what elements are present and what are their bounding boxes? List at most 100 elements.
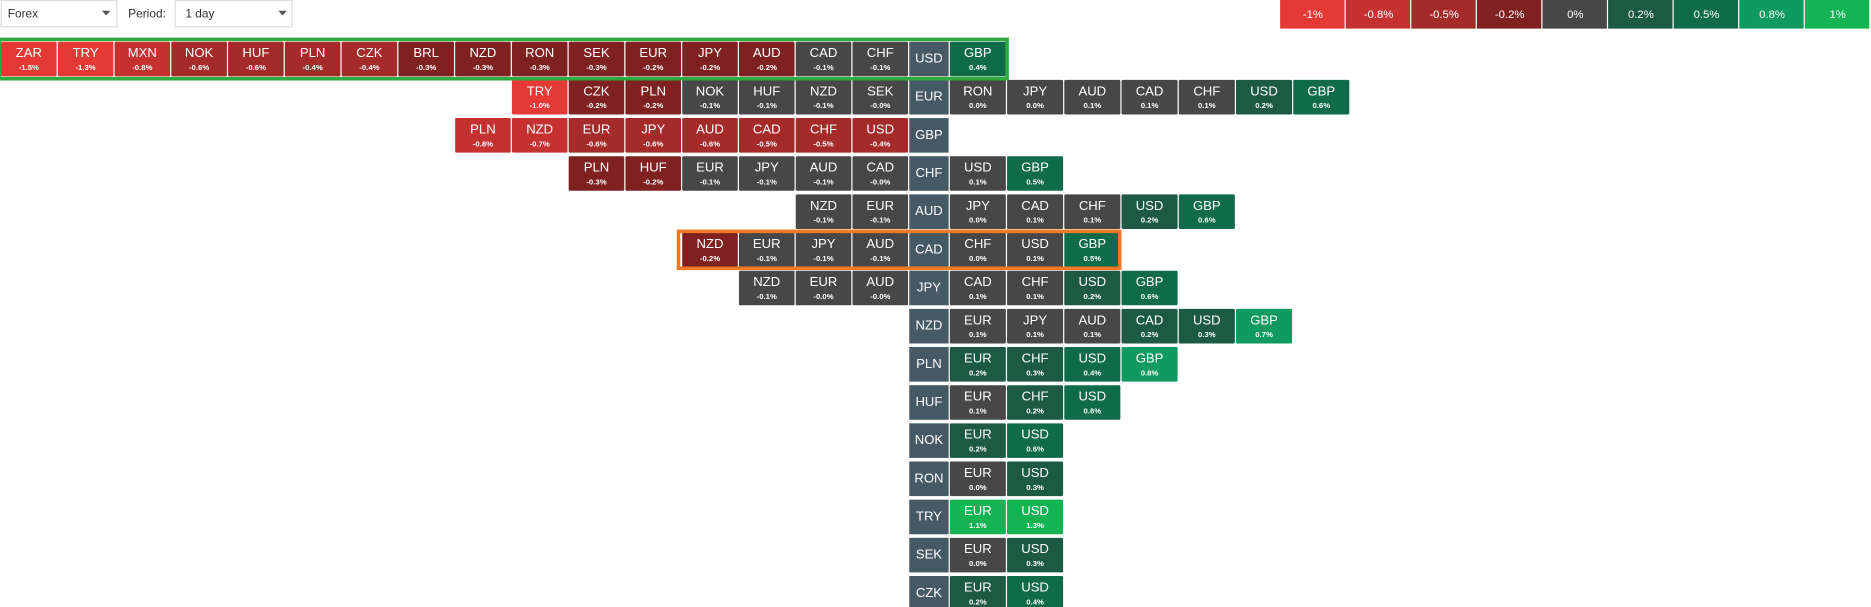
cell-code[interactable]: GBP (1250, 312, 1278, 327)
cell-code[interactable]: NZD (697, 236, 724, 251)
currency-cell[interactable]: NZD -0.2% (682, 232, 738, 268)
cell-bg[interactable] (949, 537, 1006, 573)
currency-cell[interactable]: EUR 1.1% (949, 499, 1006, 535)
cell-code[interactable]: SEK (583, 45, 609, 60)
currency-cell[interactable]: MXN -0.8% (114, 41, 171, 77)
cell-change[interactable]: 0.1% (1198, 101, 1216, 110)
select-box[interactable] (174, 0, 293, 28)
cell-bg[interactable] (852, 156, 909, 191)
cell-code[interactable]: MXN (128, 45, 157, 60)
currency-cell[interactable]: EUR 0.2% (949, 423, 1006, 458)
base-code[interactable]: AUD (915, 203, 943, 218)
cell-change[interactable]: -0.2% (643, 178, 663, 187)
cell-bg[interactable] (795, 41, 852, 77)
cell-change[interactable]: 0.2% (1141, 216, 1159, 225)
base-code[interactable]: CAD (915, 241, 943, 256)
cell-code[interactable]: PLN (300, 45, 326, 60)
cell-bg[interactable] (1007, 79, 1064, 115)
cell-bg[interactable] (1007, 385, 1064, 420)
currency-cell[interactable]: JPY -0.6% (625, 118, 682, 153)
cell-bg[interactable] (1178, 194, 1235, 229)
currency-cell[interactable]: EUR -0.1% (852, 194, 909, 229)
currency-cell[interactable]: JPY 0.1% (1007, 308, 1064, 344)
cell-change[interactable]: -0.3% (530, 63, 550, 72)
cell-change[interactable]: 0.0% (969, 216, 987, 225)
cell-bg[interactable] (511, 79, 568, 115)
cell-bg[interactable] (682, 79, 738, 115)
cell-change[interactable]: -0.8% (473, 139, 493, 148)
cell-change[interactable]: 0.2% (969, 368, 987, 377)
cell-change[interactable]: 0.6% (1198, 216, 1216, 225)
currency-cell[interactable]: EUR -0.2% (625, 41, 682, 77)
cell-change[interactable]: -0.1% (813, 254, 833, 263)
cell-code[interactable]: SEK (867, 83, 893, 98)
currency-cell[interactable]: SEK -0.0% (852, 79, 909, 115)
cell-bg[interactable] (852, 270, 909, 306)
cell-bg[interactable] (625, 79, 682, 115)
cell-code[interactable]: EUR (964, 350, 992, 365)
cell-change[interactable]: 0.1% (1083, 101, 1101, 110)
base-cell[interactable]: SEK (909, 537, 949, 573)
cell-bg[interactable] (682, 41, 738, 77)
cell-change[interactable]: 0.2% (1083, 292, 1101, 301)
cell-bg[interactable] (1064, 270, 1121, 306)
cell-code[interactable]: CAD (1136, 83, 1164, 98)
cell-code[interactable]: EUR (964, 312, 992, 327)
cell-code[interactable]: NZD (526, 121, 553, 136)
base-cell[interactable]: HUF (909, 385, 949, 420)
base-code[interactable]: SEK (916, 547, 942, 562)
cell-code[interactable]: USD (1078, 350, 1106, 365)
cell-bg[interactable] (1007, 499, 1064, 535)
select-value[interactable]: Forex (8, 6, 38, 20)
cell-code[interactable]: JPY (1023, 312, 1047, 327)
cell-bg[interactable] (1178, 308, 1235, 344)
cell-bg[interactable] (949, 347, 1006, 382)
currency-cell[interactable]: USD 0.1% (949, 156, 1006, 191)
cell-change[interactable]: -0.2% (586, 101, 606, 110)
cell-change[interactable]: 0.2% (1141, 330, 1159, 339)
cell-code[interactable]: JPY (641, 121, 665, 136)
currency-cell[interactable]: GBP 0.8% (1121, 347, 1178, 382)
cell-change[interactable]: 0.1% (1083, 330, 1101, 339)
cell-change[interactable]: 0.4% (1026, 597, 1044, 606)
base-bg[interactable] (909, 385, 949, 420)
cell-code[interactable]: USD (1021, 503, 1049, 518)
currency-cell[interactable]: AUD -0.2% (738, 41, 795, 77)
base-cell[interactable]: GBP (909, 118, 949, 153)
cell-code[interactable]: JPY (1023, 83, 1047, 98)
currency-cell[interactable]: AUD -0.1% (852, 232, 909, 268)
cell-code[interactable]: NZD (753, 274, 780, 289)
cell-change[interactable]: -0.1% (870, 216, 890, 225)
cell-bg[interactable] (795, 156, 852, 191)
cell-bg[interactable] (852, 232, 909, 268)
currency-cell[interactable]: SEK -0.3% (568, 41, 625, 77)
cell-change[interactable]: -0.6% (189, 63, 209, 72)
cell-change[interactable]: 0.0% (969, 254, 987, 263)
cell-change[interactable]: 0.3% (1026, 483, 1044, 492)
cell-code[interactable]: GBP (1193, 198, 1221, 213)
cell-bg[interactable] (949, 194, 1006, 229)
cell-bg[interactable] (1064, 308, 1121, 344)
cell-change[interactable]: 0.2% (969, 597, 987, 606)
cell-change[interactable]: -0.1% (813, 63, 833, 72)
cell-bg[interactable] (57, 41, 114, 77)
cell-code[interactable]: JPY (698, 45, 722, 60)
cell-change[interactable]: -0.0% (870, 101, 890, 110)
cell-change[interactable]: -0.1% (813, 216, 833, 225)
currency-cell[interactable]: EUR 0.2% (949, 347, 1006, 382)
cell-bg[interactable] (795, 118, 852, 153)
cell-change[interactable]: -0.2% (700, 254, 720, 263)
cell-bg[interactable] (625, 41, 682, 77)
currency-cell[interactable]: PLN -0.3% (568, 156, 625, 191)
dropdown-arrow[interactable] (278, 10, 287, 16)
cell-code[interactable]: EUR (866, 198, 894, 213)
cell-change[interactable]: -0.1% (870, 63, 890, 72)
cell-code[interactable]: USD (964, 160, 992, 175)
cell-bg[interactable] (568, 41, 625, 77)
currency-cell[interactable]: CHF 0.3% (1007, 347, 1064, 382)
cell-code[interactable]: CAD (866, 160, 894, 175)
base-bg[interactable] (909, 575, 949, 607)
currency-cell[interactable]: USD 0.4% (1064, 347, 1121, 382)
cell-bg[interactable] (738, 41, 795, 77)
cell-change[interactable]: 0.3% (1026, 368, 1044, 377)
